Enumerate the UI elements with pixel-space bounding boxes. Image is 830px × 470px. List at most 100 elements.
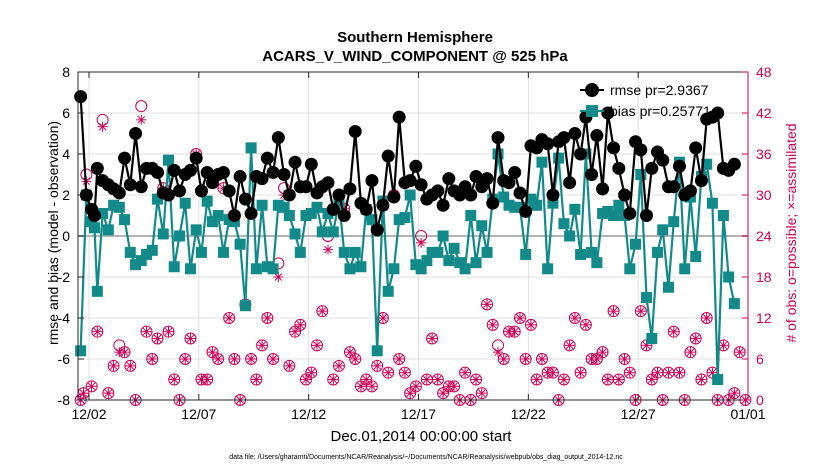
- obs-possible-point: [371, 359, 384, 372]
- bias-point: [163, 154, 175, 166]
- bias-point: [536, 156, 548, 168]
- obs-assimilated-stroke: [472, 375, 480, 384]
- obs-possible-point: [470, 373, 483, 386]
- bias-point: [261, 261, 273, 273]
- obs-assimilated-stroke: [735, 348, 744, 357]
- rmse-point: [90, 161, 104, 175]
- obs-possible-point: [695, 373, 708, 386]
- obs-assimilated-point: [92, 326, 103, 337]
- bias-point: [591, 257, 603, 269]
- obs-assimilated-stroke: [505, 327, 513, 336]
- obs-assimilated-point: [125, 360, 136, 371]
- obs-assimilated-point: [476, 388, 487, 399]
- obs-possible-point: [513, 312, 526, 324]
- rmse-point: [431, 184, 445, 198]
- obs-assimilated-point: [383, 367, 394, 378]
- obs-assimilated-stroke: [461, 368, 469, 377]
- obs-assimilated-point: [531, 374, 542, 385]
- bias-point: [630, 238, 642, 250]
- obs-assimilated-stroke: [296, 320, 305, 329]
- obs-possible-point: [102, 387, 115, 400]
- obs-assimilated-stroke: [576, 368, 585, 377]
- rmse-point: [656, 153, 670, 167]
- obs-assimilated-stroke: [675, 368, 684, 377]
- bias-point: [135, 255, 147, 267]
- obs-assimilated-stroke: [329, 375, 338, 384]
- bias-point: [272, 199, 284, 211]
- bias-point: [124, 246, 136, 258]
- bias-point: [421, 255, 433, 267]
- obs-assimilated-stroke: [406, 389, 414, 398]
- data-file-footnote: data file: /Users/gharamti/Documents/NCA…: [229, 454, 623, 461]
- rmse-point: [640, 209, 654, 222]
- obs-assimilated-point: [306, 367, 317, 378]
- legend-bias-label: bias pr=0.25771: [610, 103, 711, 119]
- bias-point: [206, 216, 218, 228]
- obs-assimilated-point: [207, 347, 218, 358]
- bias-point: [130, 259, 142, 271]
- rmse-point: [244, 206, 258, 220]
- rmse-point: [348, 124, 362, 138]
- obs-assimilated-point: [734, 347, 745, 358]
- x-tick-label: 12/07: [181, 406, 216, 422]
- obs-assimilated-stroke: [686, 348, 695, 357]
- obs-assimilated-stroke: [313, 341, 321, 350]
- bias-point: [146, 244, 158, 256]
- obs-assimilated-stroke: [357, 382, 365, 391]
- obs-assimilated-point: [180, 354, 191, 364]
- obs-assimilated-point: [580, 319, 591, 330]
- obs-possible-point: [568, 312, 581, 324]
- obs-assimilated-stroke: [104, 389, 113, 398]
- obs-assimilated-stroke: [549, 368, 557, 377]
- y-tick-label: 6: [62, 105, 70, 121]
- rmse-point: [464, 188, 478, 202]
- bias-point: [564, 230, 576, 242]
- obs-possible-point: [530, 373, 543, 386]
- bias-point: [448, 242, 460, 254]
- obs-possible-point: [689, 332, 702, 345]
- rmse-point: [376, 198, 390, 212]
- obs-possible-point: [481, 298, 494, 311]
- obs-assimilated-stroke: [362, 375, 371, 384]
- obs-assimilated-stroke: [477, 389, 486, 398]
- obs-assimilated-stroke: [571, 314, 579, 322]
- obs-assimilated-stroke: [208, 348, 217, 357]
- bias-point: [173, 230, 185, 242]
- rmse-point: [387, 190, 401, 204]
- x-tick-label: 01/01: [730, 406, 765, 422]
- obs-assimilated-stroke: [346, 348, 354, 357]
- rmse-point: [321, 176, 335, 190]
- obs-assimilated-stroke: [247, 355, 255, 363]
- obs-assimilated-stroke: [142, 327, 151, 336]
- rmse-point: [151, 165, 165, 179]
- bias-point: [316, 226, 328, 238]
- obs-assimilated-point: [377, 313, 388, 323]
- obs-assimilated-stroke: [307, 368, 316, 377]
- obs-assimilated-stroke: [120, 348, 129, 357]
- bias-point: [569, 203, 581, 215]
- bias-point: [657, 224, 669, 236]
- obs-assimilated-stroke: [609, 307, 618, 316]
- bias-point: [91, 285, 103, 297]
- obs-assimilated-point: [333, 360, 344, 371]
- rmse-point: [337, 209, 351, 222]
- y2-tick-label: 36: [756, 146, 772, 162]
- rmse-point: [667, 180, 681, 194]
- obs-assimilated-stroke: [494, 348, 502, 357]
- obs-assimilated-point: [509, 326, 520, 337]
- y-tick-label: 4: [62, 146, 70, 162]
- y2-tick-label: 18: [756, 269, 772, 285]
- rmse-point: [727, 157, 741, 171]
- bias-point: [514, 201, 526, 213]
- obs-possible-point: [700, 312, 713, 324]
- obs-assimilated-point: [394, 354, 405, 364]
- rmse-point: [359, 202, 373, 216]
- bias-point: [701, 158, 713, 170]
- bias-point: [531, 199, 543, 211]
- obs-possible-point: [382, 366, 395, 379]
- rmse-point: [266, 165, 280, 179]
- y2-tick-label: 48: [756, 64, 772, 80]
- x-tick-label: 12/12: [291, 406, 326, 422]
- obs-assimilated-stroke: [98, 122, 107, 131]
- obs-assimilated-stroke: [653, 368, 662, 377]
